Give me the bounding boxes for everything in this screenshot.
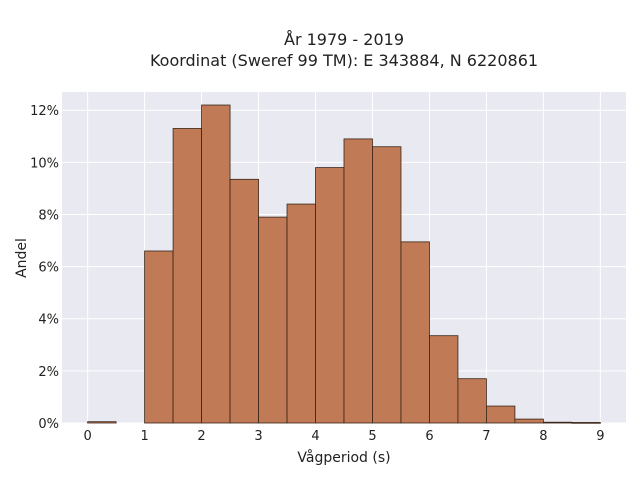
x-tick-label: 3 (254, 429, 262, 444)
histogram-bar (201, 104, 231, 424)
histogram-bars (87, 104, 601, 424)
x-tick-label: 1 (140, 429, 148, 444)
x-tick-label: 6 (425, 429, 433, 444)
histogram-bar (315, 167, 345, 424)
histogram-bar (457, 378, 487, 424)
y-tick-label: 6% (38, 261, 59, 276)
y-axis-ticks: 0% 2% 4% 6% 8% 10% 12% (30, 104, 59, 432)
histogram-bar (372, 146, 402, 424)
y-tick-label: 0% (38, 417, 59, 432)
x-tick-label: 7 (482, 429, 490, 444)
x-axis-ticks: 0 1 2 3 4 5 6 7 8 9 (83, 429, 604, 444)
y-axis-label: Andel (14, 238, 30, 278)
histogram-bar (286, 203, 316, 424)
y-tick-label: 4% (38, 313, 59, 328)
histogram-bar (144, 250, 174, 424)
histogram-bar (571, 422, 601, 424)
histogram-bar (429, 335, 459, 424)
x-axis-label: Vågperiod (s) (297, 449, 390, 466)
histogram-bar (343, 138, 373, 424)
y-tick-label: 10% (30, 156, 59, 171)
chart-title-line-1: År 1979 - 2019 (284, 30, 404, 49)
histogram-bar (87, 421, 117, 424)
histogram-bar (400, 241, 430, 424)
histogram-bar (229, 178, 259, 424)
y-tick-label: 8% (38, 208, 59, 223)
x-tick-label: 8 (539, 429, 547, 444)
x-tick-label: 4 (311, 429, 319, 444)
histogram-bar (542, 421, 573, 424)
y-tick-label: 12% (30, 104, 59, 119)
x-tick-label: 2 (197, 429, 205, 444)
histogram-bar (486, 405, 516, 424)
chart-title-line-2: Koordinat (Sweref 99 TM): E 343884, N 62… (150, 51, 538, 70)
histogram-bar (258, 216, 288, 424)
x-tick-label: 9 (596, 429, 604, 444)
histogram-bar (172, 128, 202, 424)
y-tick-label: 2% (38, 365, 59, 380)
x-tick-label: 0 (83, 429, 91, 444)
chart-title: År 1979 - 2019 Koordinat (Sweref 99 TM):… (150, 30, 538, 70)
histogram-bar (514, 418, 544, 424)
x-tick-label: 5 (368, 429, 376, 444)
